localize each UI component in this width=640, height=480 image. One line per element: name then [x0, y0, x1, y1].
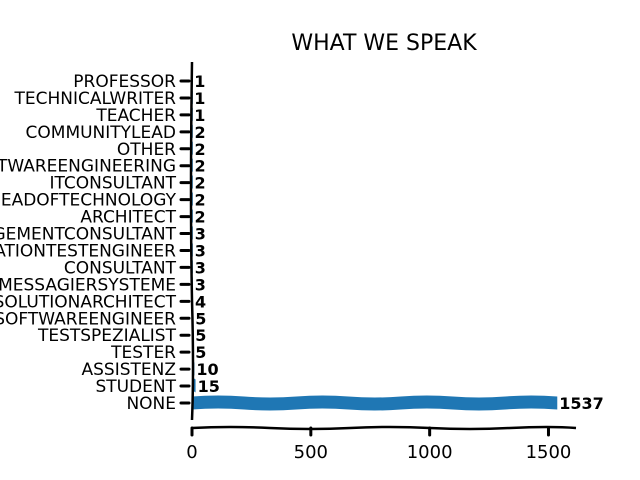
value-label-assistenz: 10	[196, 360, 218, 379]
bar-none	[192, 395, 558, 411]
category-label-botsmessagiersysteme: BOTSMESSAGIERSYSTEME	[0, 275, 176, 295]
value-label-headoftechnology: 2	[194, 191, 205, 210]
bars-group	[192, 73, 558, 411]
value-label-architect: 2	[194, 208, 205, 227]
value-label-solutionarchitect: 4	[195, 292, 206, 311]
category-label-other: OTHER	[117, 140, 176, 160]
category-label-professor: PROFESSOR	[73, 72, 176, 92]
value-label-technicalwriter: 1	[194, 89, 205, 108]
value-label-professor: 1	[194, 72, 205, 91]
x-axis: 0 500 1000 1500	[186, 425, 577, 463]
value-label-none: 1537	[559, 394, 604, 413]
x-axis-line	[191, 425, 577, 431]
category-label-architect: ARCHITECT	[80, 208, 176, 228]
value-label-itconsultant: 2	[194, 174, 205, 193]
value-label-teacher: 1	[194, 106, 205, 125]
category-label-softwareengineer: SOFTWAREENGINEER	[0, 309, 176, 329]
value-label-communitylead: 2	[194, 123, 205, 142]
value-label-consultant: 3	[195, 258, 206, 277]
category-label-itconsultant: ITCONSULTANT	[49, 174, 176, 194]
value-label-tester: 5	[195, 343, 206, 362]
value-label-softwareengineering: 2	[194, 157, 205, 176]
category-label-automationtestengineer: AUTOMATIONTESTENGINEER	[0, 241, 176, 261]
value-label-softwareengineer: 5	[195, 309, 206, 328]
x-tick-label-0: 0	[186, 442, 197, 463]
category-labels: PROFESSORTECHNICALWRITERTEACHERCOMMUNITY…	[0, 72, 177, 414]
value-label-testspezialist: 5	[195, 326, 206, 345]
value-label-student: 15	[198, 377, 220, 396]
value-label-managementconsultant: 3	[195, 225, 206, 244]
chart-title: WHAT WE SPEAK	[291, 31, 477, 56]
category-label-teacher: TEACHER	[95, 106, 176, 126]
category-label-testspezialist: TESTSPEZIALIST	[37, 326, 177, 346]
category-label-managementconsultant: MANAGEMENTCONSULTANT	[0, 225, 177, 245]
category-label-assistenz: ASSISTENZ	[81, 360, 176, 380]
category-label-technicalwriter: TECHNICALWRITER	[14, 89, 177, 109]
category-label-communitylead: COMMUNITYLEAD	[26, 123, 176, 143]
category-label-student: STUDENT	[95, 377, 176, 397]
category-label-tester: TESTER	[110, 343, 176, 363]
category-label-headoftechnology: HEADOFTECHNOLOGY	[0, 191, 177, 211]
category-label-softwareengineering: SOFTWAREENGINEERING	[0, 157, 176, 177]
x-tick-label-1500: 1500	[526, 442, 572, 463]
category-label-none: NONE	[126, 394, 176, 414]
value-label-botsmessagiersysteme: 3	[195, 275, 206, 294]
x-tick-label-500: 500	[294, 442, 328, 463]
category-label-consultant: CONSULTANT	[64, 258, 177, 278]
y-axis-line	[189, 61, 195, 421]
value-label-automationtestengineer: 3	[195, 241, 206, 260]
value-label-other: 2	[194, 140, 205, 159]
y-axis	[179, 61, 195, 421]
category-label-solutionarchitect: SOLUTIONARCHITECT	[0, 292, 177, 312]
x-tick-label-1000: 1000	[407, 442, 453, 463]
